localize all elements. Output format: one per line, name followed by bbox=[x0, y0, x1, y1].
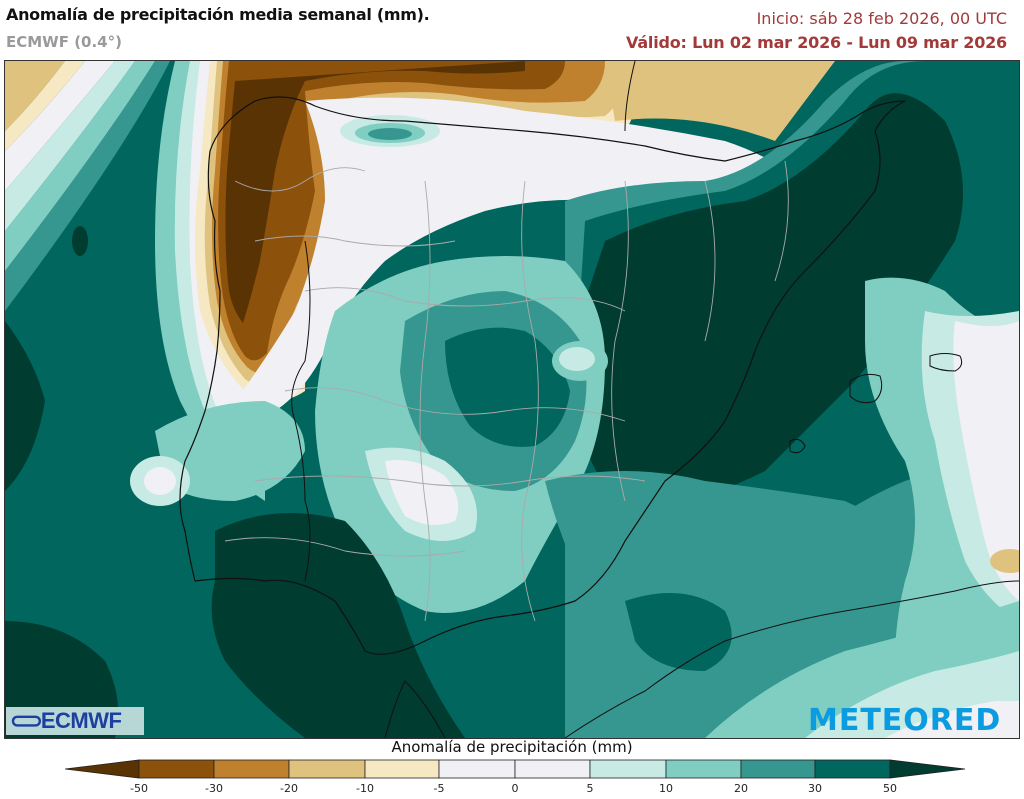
model-label: ECMWF (0.4°) bbox=[6, 33, 122, 51]
tick-label: 20 bbox=[734, 782, 748, 795]
precipitation-anomaly-map bbox=[4, 60, 1020, 739]
ecmwf-logo-text: ECMWF bbox=[40, 708, 122, 733]
tick-label: 30 bbox=[808, 782, 822, 795]
valid-period: Válido: Lun 02 mar 2026 - Lun 09 mar 202… bbox=[626, 33, 1007, 52]
tick-label: -30 bbox=[205, 782, 223, 795]
tick-label: 5 bbox=[586, 782, 594, 795]
tick-label: 0 bbox=[511, 782, 519, 795]
tick-label: -5 bbox=[433, 782, 445, 795]
colorbar bbox=[64, 759, 970, 779]
colorbar-ticks: -50 -30 -20 -10 -5 0 5 10 20 30 50 bbox=[0, 782, 1024, 798]
colorbar-title: Anomalía de precipitación (mm) bbox=[391, 738, 633, 756]
meteored-logo: METEORED bbox=[808, 703, 1002, 738]
tick-label: 10 bbox=[659, 782, 673, 795]
map-title: Anomalía de precipitación media semanal … bbox=[6, 5, 430, 24]
init-time: Inicio: sáb 28 feb 2026, 00 UTC bbox=[756, 9, 1007, 28]
tick-label: -50 bbox=[130, 782, 148, 795]
ecmwf-emblem-icon: ⊂⊃ bbox=[10, 708, 43, 733]
tick-label: -10 bbox=[356, 782, 374, 795]
ecmwf-logo: ⊂⊃ ECMWF bbox=[6, 707, 144, 735]
tick-label: -20 bbox=[280, 782, 298, 795]
tick-label: 50 bbox=[883, 782, 897, 795]
